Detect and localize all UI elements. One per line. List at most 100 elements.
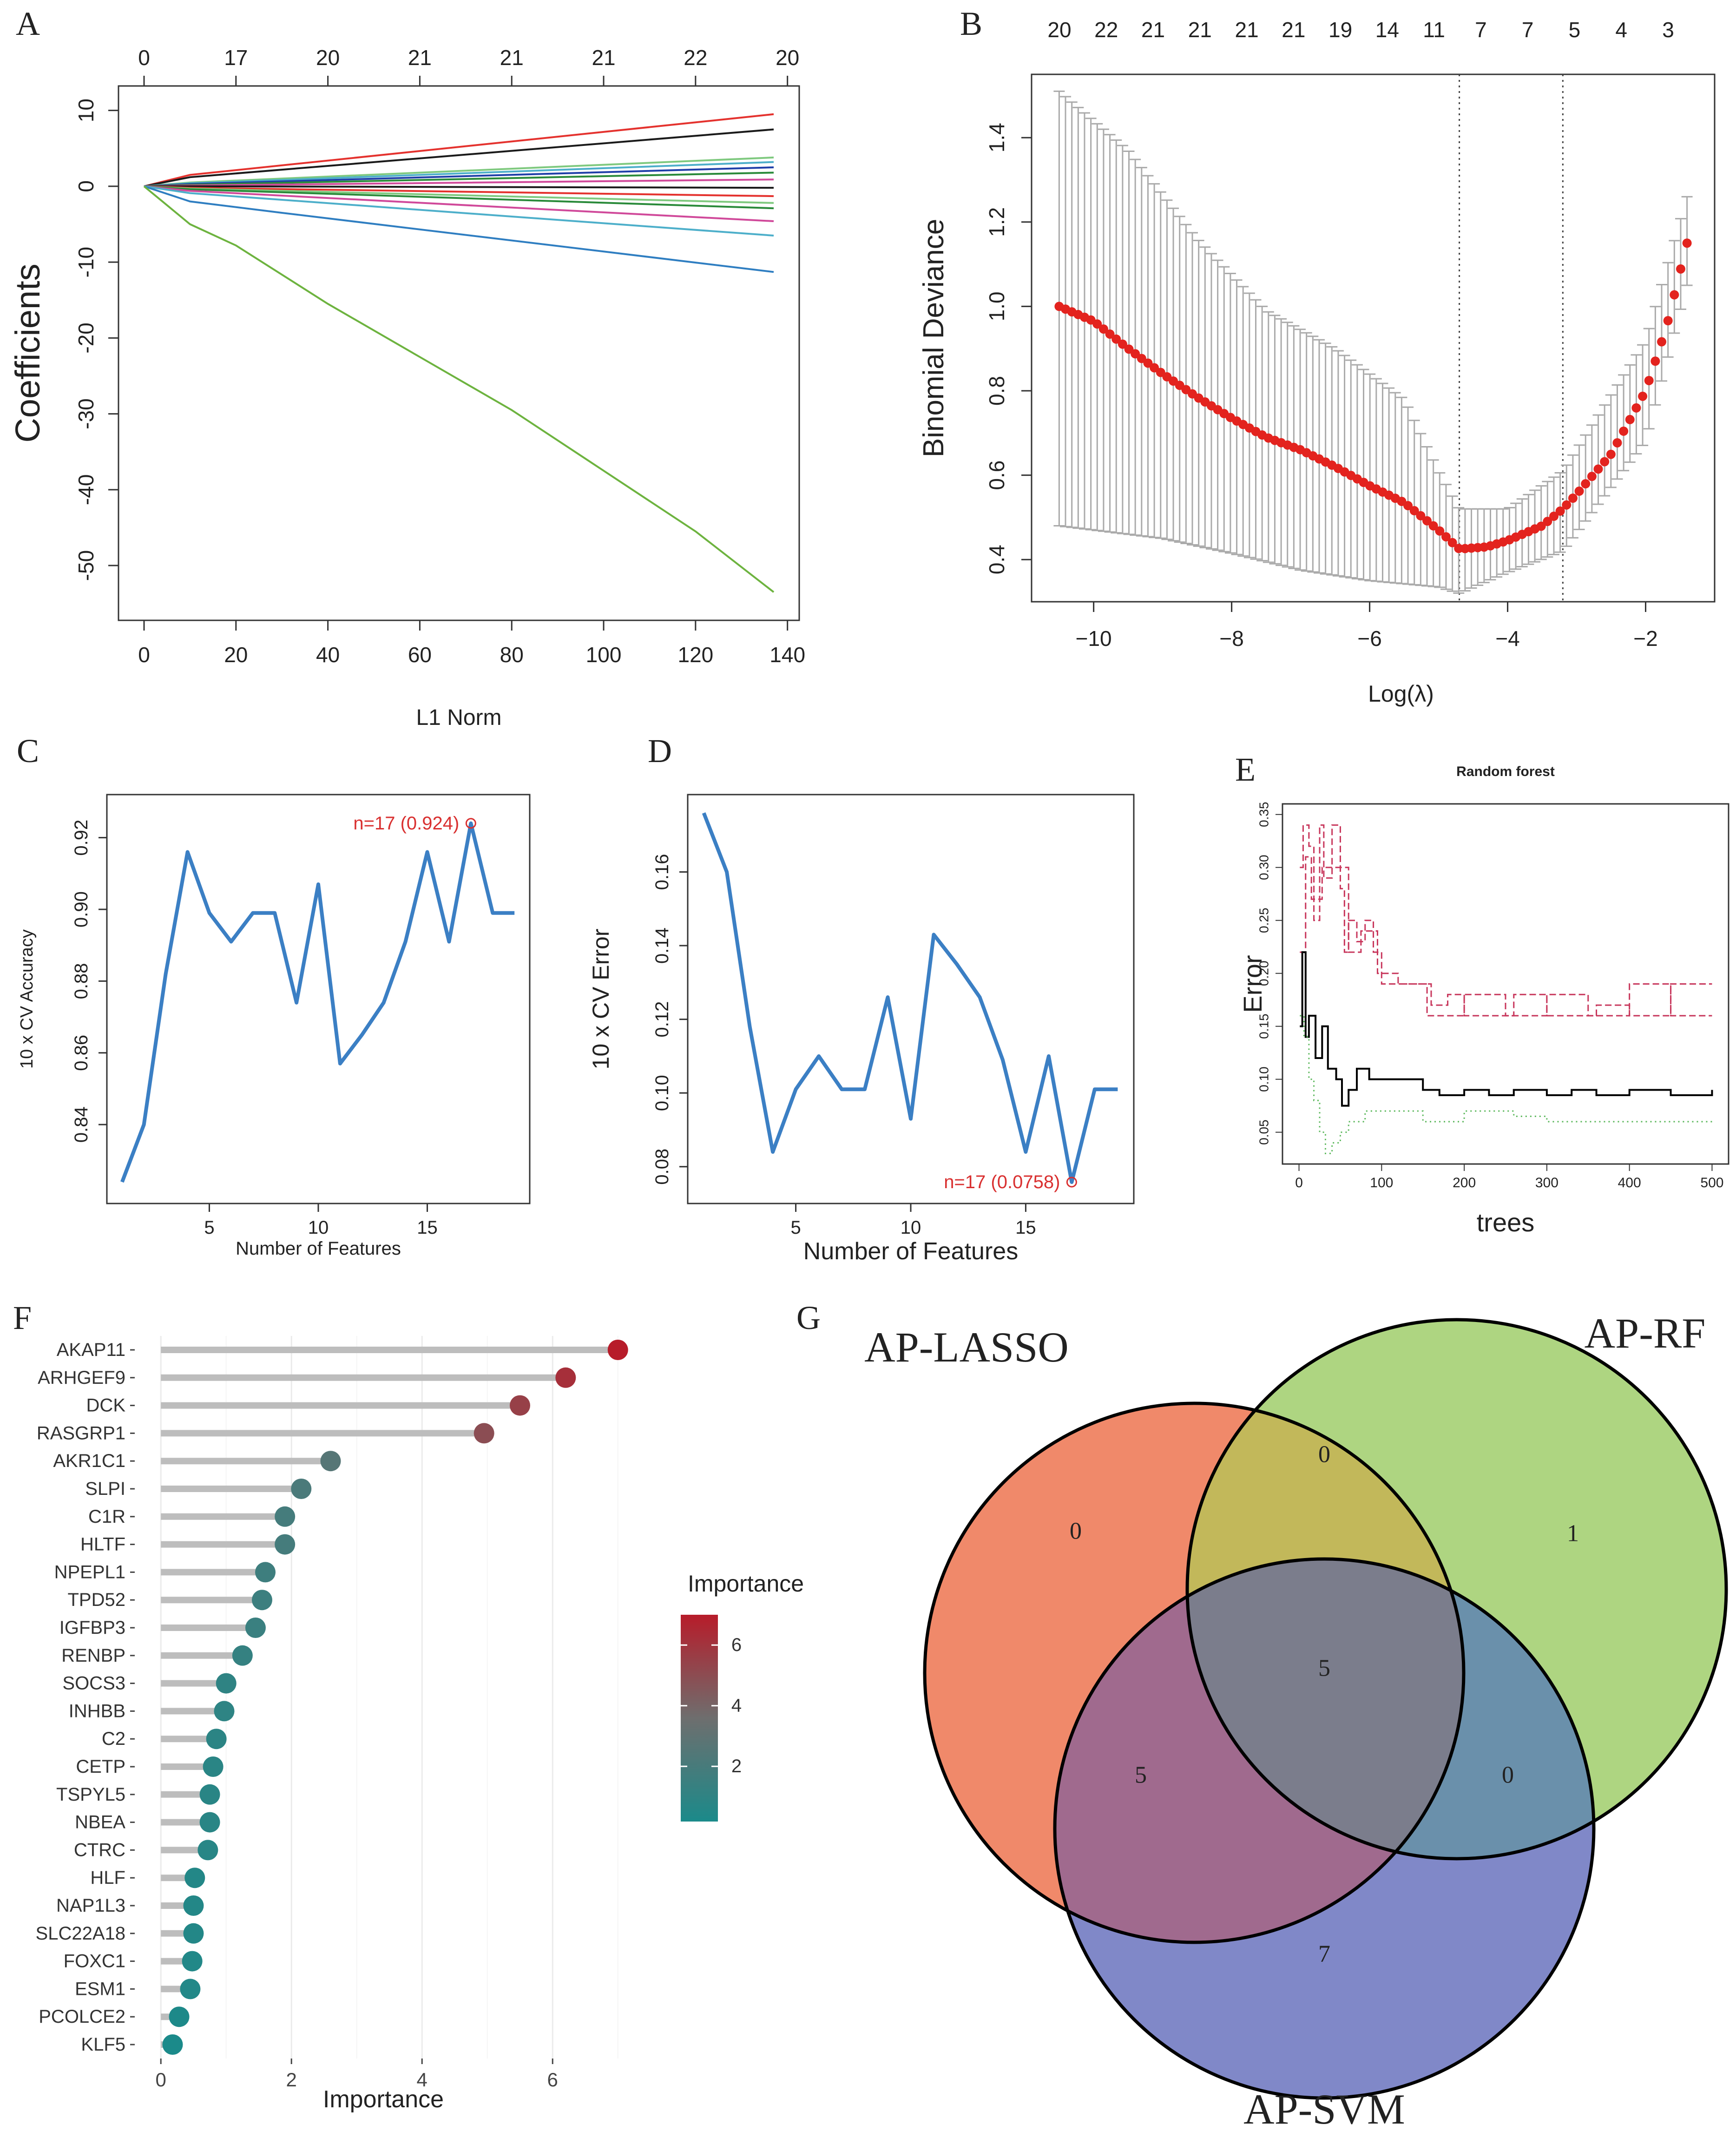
error-bar — [1592, 414, 1604, 505]
error-bar — [1180, 224, 1192, 545]
gene-label: C2 — [102, 1729, 125, 1749]
deviance-point — [1568, 493, 1578, 503]
lollipop-dot — [214, 1701, 235, 1722]
coefficient-path-coef-15 — [143, 185, 775, 593]
error-bar — [1599, 404, 1611, 497]
gene-label: SOCS3 — [62, 1673, 125, 1694]
lollipop-dot — [473, 1423, 494, 1444]
y-tick-label: 0.14 — [652, 927, 672, 964]
x-tick-label: 400 — [1618, 1175, 1641, 1190]
plot-frame — [1031, 73, 1716, 603]
x-tick-label: 20 — [224, 643, 248, 667]
y-tick-label: 0.35 — [1257, 802, 1271, 828]
top-tick-label: 4 — [1615, 18, 1627, 42]
error-bar — [1351, 364, 1363, 580]
error-bar — [1130, 158, 1141, 536]
y-tick-label: 0.16 — [652, 854, 672, 890]
error-bar — [1339, 355, 1350, 578]
error-bar — [1161, 199, 1173, 540]
y-tick-label: -20 — [74, 322, 98, 353]
y-tick-label: -10 — [74, 247, 98, 277]
deviance-point — [1638, 391, 1648, 401]
deviance-point — [1682, 238, 1692, 248]
deviance-point — [1118, 339, 1127, 349]
x-tick-label: 120 — [677, 643, 713, 667]
x-tick-label: 10 — [308, 1217, 329, 1238]
y-tick-label: -40 — [74, 474, 98, 505]
top-tick-label: 7 — [1475, 18, 1487, 42]
y-tick-label: 0.90 — [71, 891, 92, 927]
error-bar — [1611, 384, 1623, 480]
y-tick-label: 1.2 — [985, 207, 1009, 237]
x-tick-label: 200 — [1453, 1175, 1476, 1190]
x-axis-label: Number of Features — [236, 1238, 401, 1259]
y-tick-label: 0.6 — [985, 460, 1009, 490]
deviance-point — [1409, 506, 1419, 516]
x-tick-label: 0 — [1295, 1175, 1303, 1190]
panel-f: F AKAP11 ARHGEF9 DCK RASGRP1 AKR1C1 SLPI C1R HLT… — [13, 1299, 804, 2113]
lollipop-dot — [206, 1729, 227, 1750]
deviance-point — [1422, 516, 1432, 526]
lollipop-dot — [199, 1784, 220, 1805]
gene-label: FOXC1 — [64, 1951, 125, 1972]
error-curve-oob-error — [1300, 951, 1713, 1107]
lollipop-dot — [255, 1562, 276, 1583]
plot-frame — [118, 85, 800, 621]
panel-e: E Random forest 0 100 200 300 400 500 0.05 0.10 0.… — [1235, 751, 1729, 1237]
panel-label-f: F — [13, 1299, 32, 1336]
legend-tick-label: 2 — [731, 1756, 742, 1776]
lollipop-dot — [275, 1534, 296, 1555]
gene-label: AKR1C1 — [53, 1451, 125, 1471]
lollipop-dot — [251, 1590, 272, 1611]
legend-title: Importance — [688, 1571, 804, 1597]
x-tick-label: −8 — [1219, 626, 1243, 651]
venn-count-rf-only: 1 — [1567, 1520, 1579, 1547]
lollipop-dot — [509, 1395, 530, 1416]
y-tick-label: 0.84 — [71, 1106, 92, 1143]
x-tick-label: 4 — [417, 2069, 427, 2091]
gene-label: SLC22A18 — [36, 1923, 125, 1944]
cv-line — [120, 821, 515, 1183]
gene-label: TPD52 — [68, 1590, 126, 1610]
top-tick-label: 14 — [1375, 18, 1399, 42]
panel-g: G 0 0 1 5 5 0 7 AP-LASSO AP-RF AP-SVM — [796, 1299, 1728, 2131]
lollipop-dot — [182, 1951, 203, 1972]
y-tick-label: 0.10 — [1257, 1066, 1271, 1092]
x-tick-label: 100 — [1370, 1175, 1393, 1190]
gene-label: RENBP — [61, 1645, 125, 1666]
lollipop-dot — [169, 2006, 190, 2027]
coefficient-path-coef-2 — [144, 128, 774, 187]
error-bar — [1136, 167, 1147, 537]
y-tick-label: 0.10 — [652, 1075, 672, 1111]
top-tick-label: 21 — [500, 46, 524, 70]
gene-label: NAP1L3 — [56, 1895, 125, 1916]
deviance-point — [1536, 521, 1546, 531]
top-tick-label: 21 — [408, 46, 432, 70]
x-axis-label: L1 Norm — [416, 705, 501, 730]
y-axis-label: 10 x CV Accuracy — [17, 929, 37, 1069]
deviance-point — [1676, 264, 1685, 274]
error-bar — [1149, 183, 1160, 539]
lollipop-dot — [184, 1868, 205, 1888]
panel-b: B −10 −8 −6 −4 −2 0.4 0.6 0.8 1.0 1.2 1.4 20 22 21 21 21… — [918, 5, 1716, 707]
gene-label: INHBB — [69, 1701, 125, 1721]
y-tick-label: 0.25 — [1257, 908, 1271, 933]
x-tick-label: 2 — [286, 2069, 297, 2091]
y-tick-label: -50 — [74, 550, 98, 581]
error-bar — [1193, 240, 1204, 547]
plot-area — [135, 1336, 651, 2059]
venn-set-label-svm: AP-SVM — [1243, 2085, 1405, 2131]
deviance-point — [1581, 479, 1591, 489]
lollipop-dot — [320, 1451, 341, 1472]
top-tick-label: 22 — [684, 46, 707, 70]
deviance-point — [1587, 472, 1597, 481]
panel-c: C 5 10 15 0.84 0.86 0.88 0.90 0.92 Number of Feat… — [17, 732, 531, 1259]
error-curve-class-error-high-alt — [1300, 856, 1712, 1017]
gene-label: ESM1 — [75, 1979, 125, 1999]
error-bar — [1345, 359, 1357, 579]
error-bar — [1358, 368, 1369, 581]
gene-label: KLF5 — [81, 2034, 125, 2055]
gene-label: CTRC — [74, 1840, 125, 1860]
gene-label: ARHGEF9 — [38, 1368, 125, 1388]
